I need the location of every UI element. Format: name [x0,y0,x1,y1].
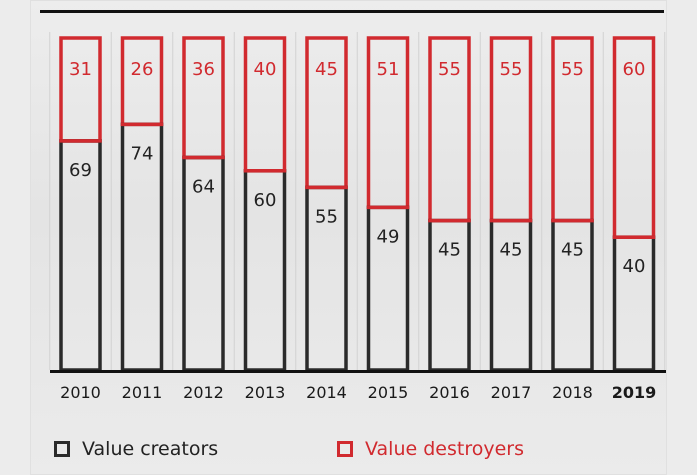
label-creators-2016: 45 [438,240,461,261]
label-destroyers-2015: 51 [377,59,400,80]
label-destroyers-2014: 45 [315,59,338,80]
label-destroyers-2017: 55 [500,59,523,80]
x-tick-2019: 2019 [612,383,657,402]
bar-destroyers-2013 [243,36,287,173]
label-creators-2014: 55 [315,206,338,227]
x-tick-2014: 2014 [306,383,347,402]
label-creators-2015: 49 [377,226,400,247]
legend-label-destroyers: Value destroyers [365,438,524,460]
label-creators-2011: 74 [131,143,154,164]
label-destroyers-2011: 26 [131,59,154,80]
label-creators-2010: 69 [69,160,92,181]
x-tick-2018: 2018 [552,383,593,402]
x-tick-2017: 2017 [491,383,532,402]
label-destroyers-2016: 55 [438,59,461,80]
legend-swatch-creators [54,441,70,457]
bar-destroyers-2012 [182,36,225,160]
x-tick-2016: 2016 [429,383,470,402]
x-tick-2012: 2012 [183,383,224,402]
legend-label-creators: Value creators [82,438,219,460]
label-destroyers-2013: 40 [254,59,277,80]
bar-destroyers-2011 [120,36,164,127]
x-tick-2013: 2013 [245,383,286,402]
label-destroyers-2010: 31 [69,59,92,80]
top-rule [40,10,664,13]
label-destroyers-2012: 36 [192,59,215,80]
label-creators-2018: 45 [561,240,584,261]
x-tick-2015: 2015 [368,383,409,402]
legend-item-value-creators: Value creators [54,437,218,461]
label-creators-2019: 40 [623,256,646,277]
label-creators-2013: 60 [254,190,277,211]
label-destroyers-2018: 55 [561,59,584,80]
chart-panel [30,0,667,475]
legend-swatch-destroyers [337,441,353,457]
x-tick-2011: 2011 [122,383,163,402]
legend-item-value-destroyers: Value destroyers [337,437,524,461]
x-tick-2010: 2010 [60,383,101,402]
label-creators-2017: 45 [500,240,523,261]
label-creators-2012: 64 [192,177,215,198]
bar-destroyers-2010 [59,36,102,143]
label-destroyers-2019: 60 [623,59,646,80]
